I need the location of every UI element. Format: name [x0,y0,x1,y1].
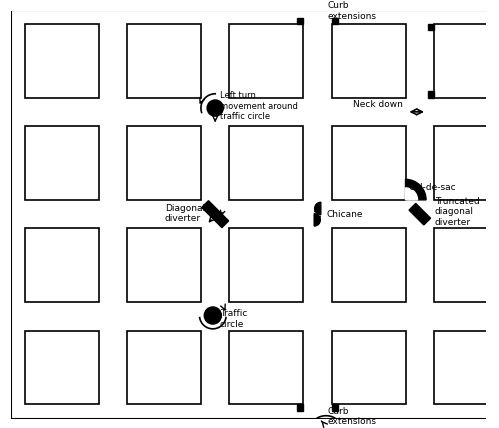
Bar [230,126,303,200]
Bar [434,229,499,302]
Bar [127,229,201,302]
Text: Chicane: Chicane [326,210,363,219]
Circle shape [207,100,223,116]
Circle shape [204,307,222,324]
Wedge shape [406,188,418,200]
Bar [127,331,201,404]
Text: Truncated
diagonal
diverter: Truncated diagonal diverter [435,197,480,227]
Bar [230,331,303,404]
Bar [332,24,406,98]
Bar [434,331,499,404]
Bar [25,331,99,404]
Bar [297,18,303,24]
Bar [25,229,99,302]
Wedge shape [406,179,426,200]
Bar [127,24,201,98]
Bar [297,404,303,411]
Bar [127,126,201,200]
Polygon shape [202,201,229,228]
Bar [230,24,303,98]
Text: Traffic
circle: Traffic circle [220,309,248,329]
Bar [332,331,406,404]
Bar [25,24,99,98]
Text: Curb
extensions: Curb extensions [327,1,376,21]
Text: Curb
extensions: Curb extensions [328,407,377,426]
Text: Diagonal
diverter: Diagonal diverter [165,203,205,223]
Polygon shape [409,203,431,225]
Bar [434,24,499,98]
Bar [332,18,338,24]
Bar [428,24,434,30]
Bar [332,126,406,200]
Wedge shape [315,202,321,214]
Bar [230,229,303,302]
Text: Neck down: Neck down [353,101,403,110]
Text: Cul-de-sac: Cul-de-sac [408,183,456,192]
Bar [332,404,338,411]
Text: Left turn
movement around
traffic circle: Left turn movement around traffic circle [220,91,298,121]
Bar [428,92,434,98]
Wedge shape [314,214,320,226]
Bar [434,126,499,200]
Bar [332,229,406,302]
Bar [25,126,99,200]
